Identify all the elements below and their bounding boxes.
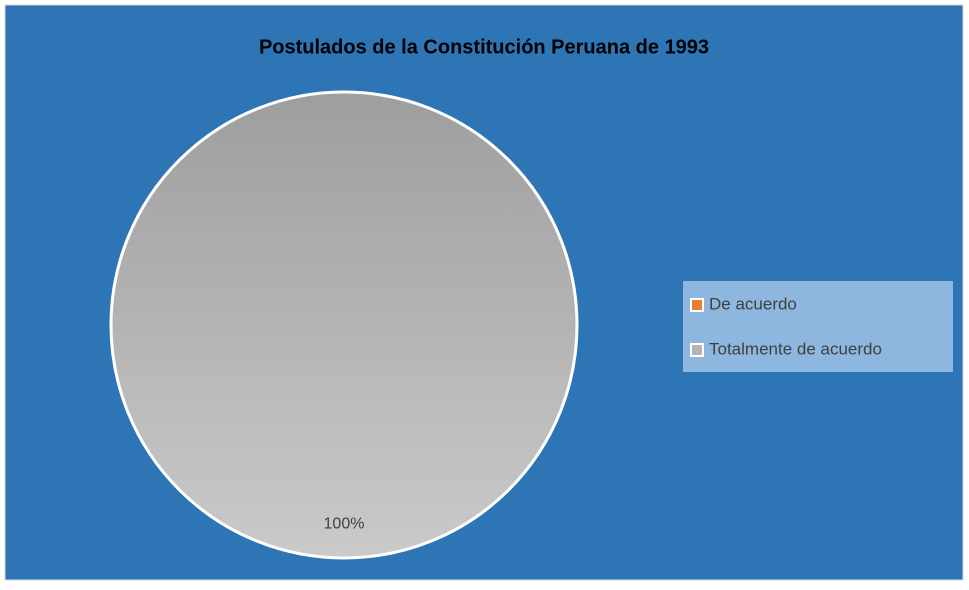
data-label: 100% <box>324 515 365 532</box>
chart-title: Postulados de la Constitución Peruana de… <box>259 36 709 58</box>
legend-box <box>683 281 953 372</box>
pie-slice <box>109 90 579 560</box>
legend-label: Totalmente de acuerdo <box>709 339 882 358</box>
legend-label: De acuerdo <box>709 294 797 313</box>
legend-swatch <box>690 298 704 312</box>
legend-swatch <box>690 343 704 357</box>
